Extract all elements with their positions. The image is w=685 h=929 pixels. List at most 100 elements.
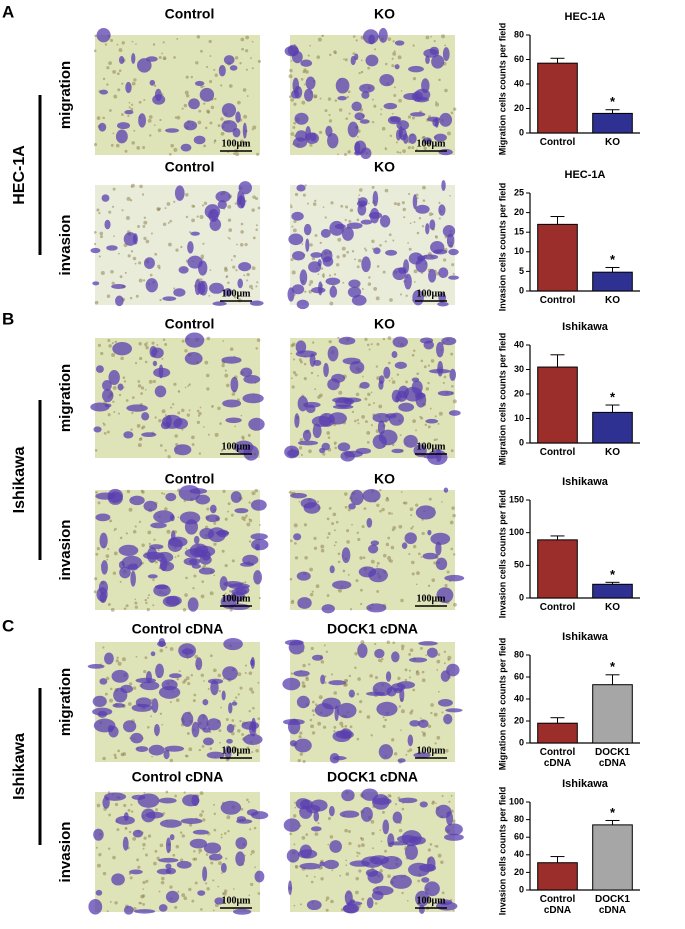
pore	[213, 828, 217, 832]
pore	[137, 380, 141, 383]
pore	[357, 136, 359, 138]
pore	[141, 193, 145, 196]
pore	[421, 225, 425, 228]
cell	[207, 527, 226, 543]
cell	[398, 402, 415, 412]
cell	[377, 420, 386, 435]
cell	[173, 288, 186, 297]
pore	[132, 907, 137, 911]
pore	[199, 813, 203, 817]
pore	[138, 901, 142, 905]
cell	[237, 278, 244, 289]
pore	[234, 425, 237, 428]
pore	[96, 547, 100, 551]
pore	[452, 909, 455, 912]
pore	[408, 247, 412, 251]
pore	[444, 88, 448, 93]
cell	[286, 849, 300, 863]
pore	[292, 814, 297, 818]
cell	[221, 690, 226, 701]
pore	[193, 574, 197, 578]
pore	[234, 696, 238, 699]
cell	[174, 185, 185, 201]
cell	[435, 449, 442, 462]
pore	[342, 281, 345, 284]
pore	[164, 507, 168, 511]
cell	[442, 225, 456, 238]
pore	[240, 414, 243, 417]
cell	[138, 113, 147, 128]
image-title: KO	[374, 471, 395, 487]
pore	[293, 542, 297, 545]
pore	[161, 52, 164, 55]
cell	[371, 890, 384, 901]
pore	[384, 849, 387, 853]
cell	[415, 890, 430, 907]
pore	[177, 411, 181, 415]
pore	[450, 809, 454, 813]
cell	[111, 669, 129, 683]
pore	[220, 706, 222, 709]
pore	[337, 153, 339, 156]
pore	[436, 669, 439, 671]
pore	[349, 725, 353, 729]
pore	[391, 112, 394, 115]
pore	[175, 248, 179, 252]
cell	[424, 881, 440, 897]
pore	[396, 373, 400, 376]
pore	[356, 218, 360, 222]
pore	[358, 194, 361, 197]
bar	[537, 862, 578, 891]
cell	[350, 55, 356, 66]
pore	[251, 40, 254, 43]
pore	[97, 863, 101, 868]
pore	[195, 61, 199, 65]
pore	[200, 594, 205, 599]
cell	[162, 296, 177, 301]
cell	[116, 122, 131, 130]
cell	[323, 362, 329, 378]
cell	[178, 266, 189, 274]
pore	[312, 713, 315, 716]
cell	[101, 560, 108, 575]
pore	[187, 385, 189, 388]
cell	[366, 517, 373, 528]
pore	[132, 256, 137, 261]
pore	[419, 646, 423, 650]
y-tick-label: 100	[509, 796, 524, 806]
pore	[314, 388, 317, 391]
pore	[227, 218, 232, 222]
pore	[443, 662, 446, 665]
image-title: Control cDNA	[132, 769, 224, 785]
assay-label: migration	[57, 364, 74, 432]
pore	[420, 750, 423, 753]
pore	[361, 414, 365, 419]
cell	[236, 195, 246, 209]
pore	[241, 47, 244, 51]
pore	[240, 37, 245, 42]
cell	[230, 491, 242, 503]
pore	[190, 674, 193, 677]
pore	[129, 296, 133, 300]
cell	[173, 444, 192, 456]
pore	[248, 894, 251, 897]
pore	[437, 422, 440, 425]
pore	[153, 84, 157, 88]
pore	[304, 184, 307, 187]
pore	[453, 107, 457, 111]
pore	[355, 890, 359, 895]
pore	[338, 589, 342, 593]
pore	[213, 542, 217, 546]
cell	[328, 805, 335, 817]
pore	[228, 84, 233, 88]
pore	[411, 146, 415, 150]
pore	[249, 828, 252, 831]
pore	[333, 725, 337, 729]
pore	[188, 383, 191, 386]
image-title: Control	[165, 316, 215, 332]
pore	[363, 247, 366, 250]
cell	[337, 702, 357, 719]
pore	[421, 730, 424, 733]
pore	[128, 101, 131, 104]
